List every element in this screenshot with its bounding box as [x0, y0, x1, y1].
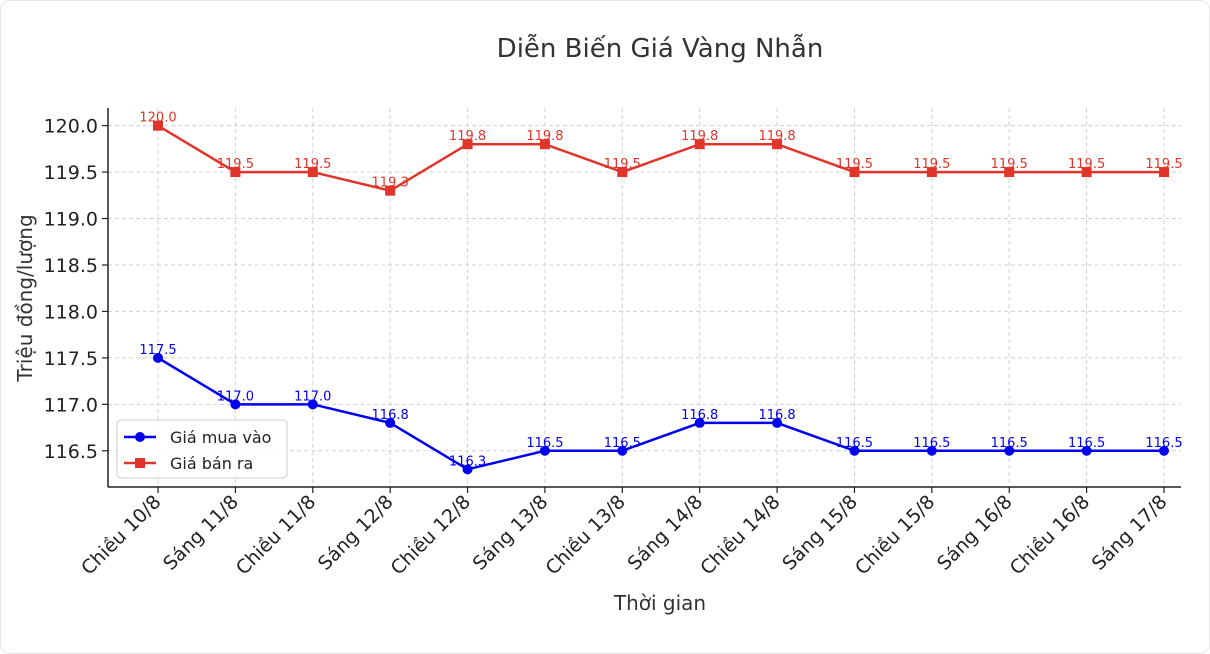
- x-tick-label: Sáng 11/8: [159, 491, 243, 575]
- data-point: [1004, 167, 1015, 178]
- data-point: [694, 139, 705, 150]
- series-sell: 120.0 119.5 119.5 119.3 119.8 119.8 119.5 119.8…: [139, 111, 1183, 196]
- x-axis-label: Thời gian: [613, 591, 706, 615]
- data-point: [1081, 167, 1092, 178]
- data-label: 117.0: [217, 389, 254, 404]
- data-point: [385, 185, 396, 196]
- legend-box: [116, 419, 288, 479]
- data-label: 117.5: [139, 343, 176, 358]
- data-point: [307, 399, 318, 410]
- data-label: 119.5: [294, 157, 331, 172]
- data-label: 119.8: [758, 129, 795, 144]
- x-tick-label: Sáng 12/8: [314, 491, 398, 575]
- data-label: 119.8: [526, 129, 563, 144]
- x-tick-label: Sáng 13/8: [469, 491, 553, 575]
- data-point: [617, 167, 628, 178]
- data-point: [1159, 445, 1169, 456]
- data-label: 119.5: [217, 157, 254, 172]
- y-tick-label: 118.5: [44, 255, 98, 277]
- y-tick-label: 119.5: [44, 162, 98, 184]
- data-label: 119.5: [836, 157, 873, 172]
- data-label: 119.5: [1145, 157, 1182, 172]
- data-point: [1159, 167, 1169, 178]
- data-point: [694, 417, 705, 428]
- legend-marker: [135, 432, 145, 442]
- data-point: [1081, 445, 1092, 456]
- x-tick-label: Sáng 16/8: [933, 491, 1017, 575]
- data-point: [539, 139, 550, 150]
- data-point: [153, 352, 163, 363]
- x-tick-label: Chiều 13/8: [541, 491, 629, 579]
- x-tick-label: Chiều 15/8: [851, 491, 939, 579]
- series-buy: 117.5 117.0 117.0 116.8 116.3 116.5 116.5 116.8…: [139, 343, 1183, 475]
- y-axis-label: Triệu đồng/lượng: [13, 214, 37, 382]
- data-point: [617, 445, 628, 456]
- data-point: [849, 167, 860, 178]
- legend-label: Giá bán ra: [170, 454, 253, 473]
- data-point: [153, 120, 163, 131]
- data-point: [849, 445, 860, 456]
- x-tick-label: Chiều 16/8: [1006, 491, 1094, 579]
- data-label: 119.3: [372, 176, 409, 191]
- legend-marker: [135, 458, 145, 468]
- data-label: 116.8: [372, 408, 409, 423]
- data-label: 117.0: [294, 389, 331, 404]
- x-tick-label: Chiều 12/8: [387, 491, 475, 579]
- x-tick-label: Chiều 11/8: [232, 491, 320, 579]
- legend-label: Giá mua vào: [170, 428, 271, 447]
- y-tick-label: 117.5: [44, 348, 98, 370]
- data-label: 119.5: [913, 157, 950, 172]
- data-label: 116.8: [758, 408, 795, 423]
- data-point: [462, 464, 473, 475]
- y-tick-label: 120.0: [44, 116, 98, 138]
- data-label: 120.0: [139, 111, 176, 126]
- data-point: [462, 139, 473, 150]
- data-point: [1004, 445, 1015, 456]
- data-point: [230, 167, 241, 178]
- data-label: 116.5: [836, 436, 873, 451]
- series-line: [157, 356, 1164, 471]
- data-label: 119.5: [604, 157, 641, 172]
- data-point: [772, 417, 783, 428]
- data-point: [385, 417, 396, 428]
- data-label: 119.5: [991, 157, 1028, 172]
- data-point: [926, 445, 937, 456]
- data-label: 116.5: [526, 436, 563, 451]
- data-label: 116.3: [449, 454, 486, 469]
- chart-title: Diễn Biến Giá Vàng Nhẫn: [497, 33, 824, 64]
- series-line: [157, 124, 1164, 193]
- x-tick-label: Sáng 17/8: [1088, 491, 1172, 575]
- x-tick-label: Chiều 10/8: [77, 491, 165, 579]
- y-tick-label: 118.0: [44, 301, 98, 323]
- data-point: [772, 139, 783, 150]
- x-tick-label: Chiều 14/8: [696, 491, 784, 579]
- data-label: 116.5: [604, 436, 641, 451]
- data-label: 116.5: [1068, 436, 1105, 451]
- x-tick-label: Sáng 15/8: [778, 491, 862, 575]
- y-tick-label: 117.0: [44, 394, 98, 416]
- data-label: 119.8: [681, 129, 718, 144]
- data-point: [307, 167, 318, 178]
- data-label: 119.5: [1068, 157, 1105, 172]
- data-point: [230, 399, 241, 410]
- y-tick-label: 116.5: [44, 441, 98, 463]
- data-label: 116.5: [991, 436, 1028, 451]
- data-label: 116.5: [913, 436, 950, 451]
- data-point: [539, 445, 550, 456]
- data-label: 116.8: [681, 408, 718, 423]
- data-label: 116.5: [1145, 436, 1182, 451]
- data-point: [926, 167, 937, 178]
- x-tick-label: Sáng 14/8: [623, 491, 707, 575]
- y-tick-label: 119.0: [44, 209, 98, 231]
- data-label: 119.8: [449, 129, 486, 144]
